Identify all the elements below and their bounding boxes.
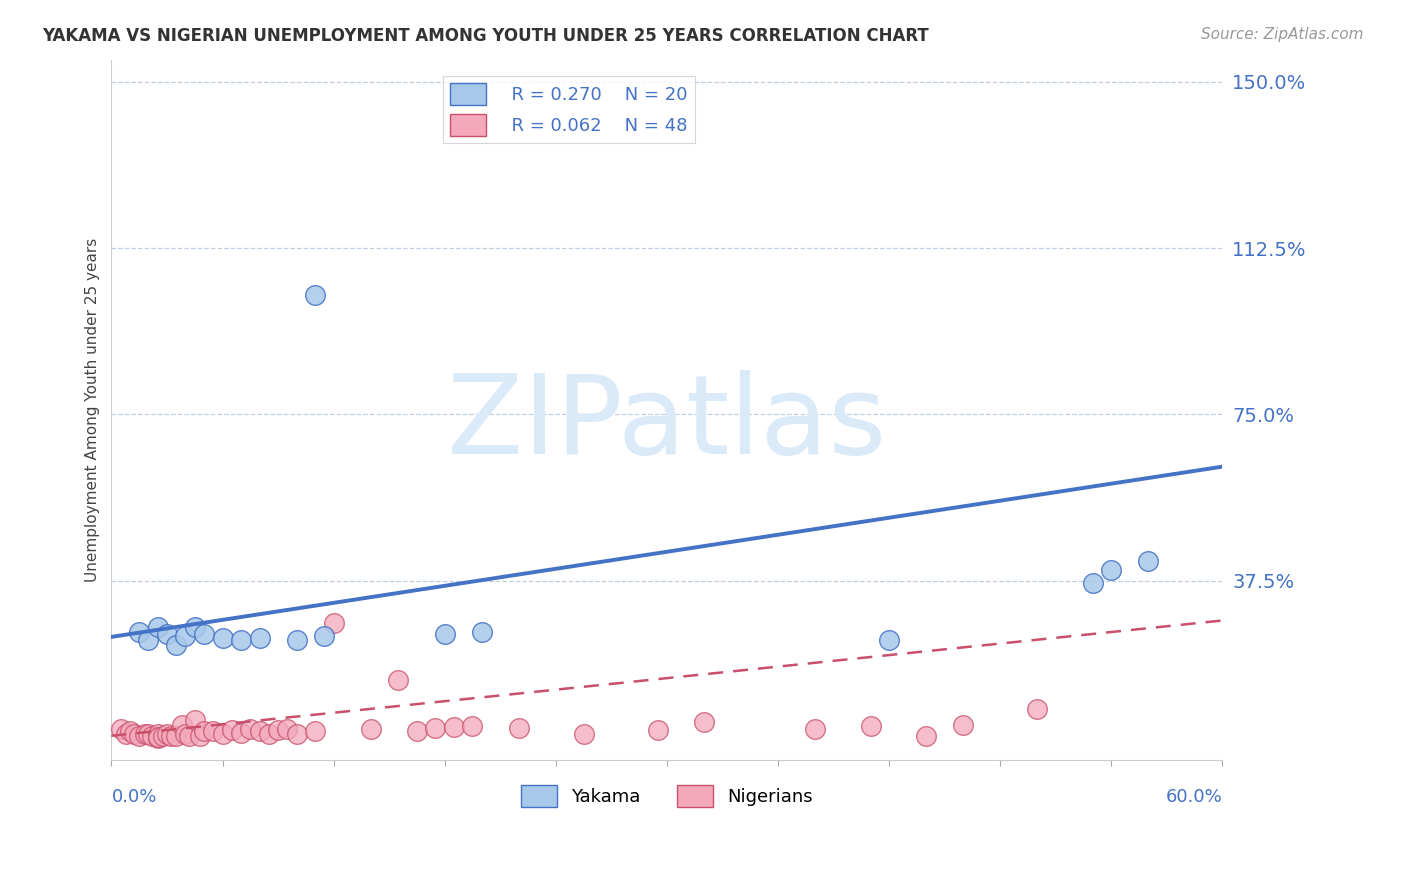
Point (285, 633, 308, 648)
Y-axis label: Unemployment Among Youth under 25 years: Unemployment Among Youth under 25 years (86, 238, 100, 582)
Point (165, 729, 187, 743)
Point (229, 633, 252, 648)
Point (508, 721, 530, 735)
Point (179, 729, 201, 743)
Point (146, 731, 169, 745)
Text: YAKAMA VS NIGERIAN UNEMPLOYMENT AMONG YOUTH UNDER 25 YEARS CORRELATION CHART: YAKAMA VS NIGERIAN UNEMPLOYMENT AMONG YO… (42, 27, 929, 45)
Text: Source: ZipAtlas.com: Source: ZipAtlas.com (1201, 27, 1364, 42)
Point (184, 713, 207, 727)
Point (115, 726, 138, 740)
Point (110, 722, 132, 736)
Point (425, 721, 447, 735)
Point (249, 724, 271, 739)
Point (267, 723, 290, 737)
Point (128, 624, 150, 639)
Point (134, 727, 156, 741)
Point (221, 723, 243, 737)
Point (322, 615, 344, 630)
Point (229, 725, 252, 739)
Point (159, 729, 181, 743)
Point (1137, 554, 1160, 568)
Point (647, 723, 669, 737)
Point (804, 722, 827, 736)
Point (285, 726, 308, 740)
Point (118, 724, 141, 739)
Point (572, 727, 595, 741)
Text: 0.0%: 0.0% (111, 789, 157, 806)
Point (174, 629, 197, 643)
Point (174, 727, 197, 741)
Point (146, 726, 169, 740)
Legend:   R = 0.270    N = 20,   R = 0.062    N = 48: R = 0.270 N = 20, R = 0.062 N = 48 (443, 76, 695, 143)
Point (211, 632, 233, 646)
Point (249, 632, 271, 646)
Point (877, 633, 900, 648)
Point (257, 726, 280, 740)
Point (433, 627, 456, 641)
Point (156, 627, 179, 641)
Point (1081, 575, 1104, 590)
Point (156, 726, 179, 740)
Point (146, 620, 169, 634)
Text: ZIPatlas: ZIPatlas (447, 370, 887, 477)
Point (128, 729, 150, 743)
Point (152, 729, 174, 743)
Point (193, 627, 215, 641)
Point (188, 729, 211, 743)
Point (170, 717, 193, 731)
Point (693, 715, 716, 730)
Point (141, 729, 163, 743)
Point (360, 722, 382, 736)
Point (859, 718, 882, 732)
Point (184, 620, 207, 634)
Point (304, 723, 326, 738)
Point (314, 629, 336, 643)
Point (406, 724, 429, 739)
Point (138, 633, 160, 648)
Point (122, 726, 145, 740)
Text: 60.0%: 60.0% (1166, 789, 1222, 806)
Point (239, 722, 262, 736)
Point (1026, 702, 1049, 716)
Point (276, 722, 298, 736)
Point (1099, 562, 1122, 576)
Point (202, 724, 225, 739)
Point (193, 724, 215, 739)
Point (304, 287, 326, 301)
Point (952, 717, 974, 731)
Point (211, 726, 233, 740)
Point (165, 638, 187, 652)
Point (387, 673, 409, 688)
Point (461, 718, 484, 732)
Point (146, 730, 169, 744)
Point (471, 624, 494, 639)
Point (443, 720, 465, 734)
Point (138, 726, 160, 740)
Point (915, 729, 938, 743)
